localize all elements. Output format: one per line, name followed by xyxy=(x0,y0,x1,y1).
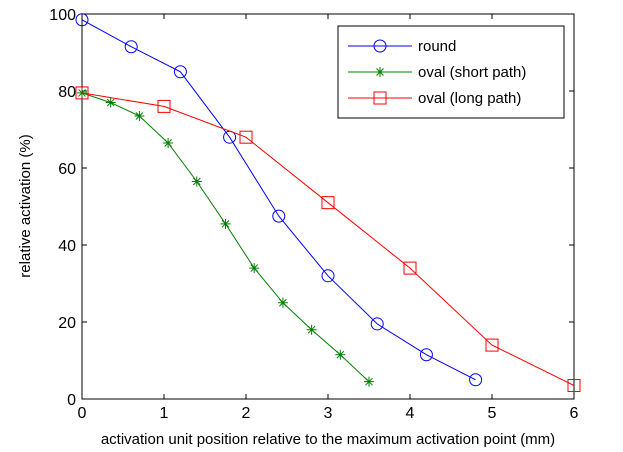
data-point xyxy=(239,130,253,144)
series-circle xyxy=(75,13,483,387)
x-tick-label: 3 xyxy=(324,405,333,422)
data-point xyxy=(105,97,116,108)
y-axis-label: relative activation (%) xyxy=(17,134,34,277)
data-point xyxy=(403,261,417,275)
data-point xyxy=(124,40,138,54)
data-point xyxy=(75,13,89,27)
data-point xyxy=(134,111,145,122)
data-point xyxy=(321,269,335,283)
y-tick-label: 20 xyxy=(58,315,76,332)
data-point xyxy=(163,137,174,148)
x-tick-label: 2 xyxy=(242,405,251,422)
y-tick-label: 0 xyxy=(67,392,76,409)
legend-label: round xyxy=(418,38,456,55)
y-tick-label: 100 xyxy=(49,7,76,24)
x-tick-label: 5 xyxy=(488,405,497,422)
data-point xyxy=(567,379,581,393)
legend: round oval (short path) oval (long path) xyxy=(337,25,565,119)
series-line xyxy=(81,92,575,386)
data-point xyxy=(277,297,288,308)
x-tick-label: 1 xyxy=(160,405,169,422)
data-point xyxy=(364,376,374,387)
legend-marker xyxy=(373,39,387,53)
x-axis-label: activation unit position relative to the… xyxy=(101,431,555,448)
series-layer xyxy=(75,13,581,393)
y-tick-label: 60 xyxy=(58,161,76,178)
legend-marker xyxy=(375,67,385,77)
data-point xyxy=(272,209,286,223)
data-point xyxy=(75,86,89,100)
x-tick-label: 4 xyxy=(406,405,415,422)
legend-label: oval (short path) xyxy=(418,64,526,81)
data-point xyxy=(321,196,335,210)
data-point xyxy=(370,317,384,331)
data-point xyxy=(157,99,171,113)
x-tick-label: 6 xyxy=(570,405,579,422)
x-tick-label: 0 xyxy=(78,405,87,422)
data-point xyxy=(485,338,499,352)
data-point xyxy=(335,349,346,360)
data-point xyxy=(220,218,231,229)
data-point xyxy=(419,348,433,362)
data-point xyxy=(469,373,483,387)
data-point xyxy=(306,324,317,335)
y-tick-label: 40 xyxy=(58,238,76,255)
data-point xyxy=(173,65,187,79)
data-point xyxy=(249,263,260,274)
series-line xyxy=(81,19,476,381)
legend-label: oval (long path) xyxy=(418,90,521,107)
y-tick-label: 80 xyxy=(58,84,76,101)
data-point xyxy=(191,176,202,187)
series-square xyxy=(75,86,581,393)
legend-marker xyxy=(373,91,387,105)
